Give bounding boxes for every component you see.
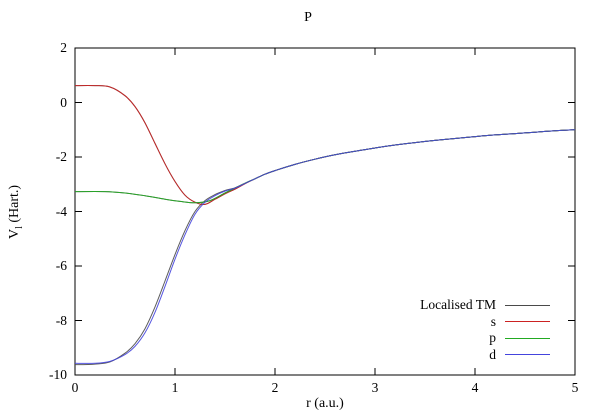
legend-label-s: s [490, 313, 496, 329]
x-tick-label-4: 4 [471, 380, 479, 395]
x-tick-label-0: 0 [71, 380, 79, 395]
legend-item-p: p [420, 330, 550, 347]
legend-line-sample-p [505, 337, 550, 339]
legend-label-p: p [489, 330, 496, 346]
legend-line-sample-localised-tm [505, 304, 550, 306]
curve-p [74, 129, 576, 204]
curve-localised-tm-0 [74, 85, 576, 206]
y-tick-label-0: 0 [60, 94, 67, 110]
x-tick-label-3: 3 [371, 380, 379, 395]
y-tick-label--2: -2 [55, 149, 67, 164]
legend-label-d: d [489, 346, 496, 362]
legend-line-sample-d [505, 354, 550, 356]
y-tick-label--8: -8 [55, 312, 67, 328]
legend-item-localised-tm: Localised TM [420, 297, 550, 314]
chart-title: P [304, 10, 312, 25]
y-tick-label-2: 2 [60, 40, 67, 55]
y-axis-label-subscript: l [13, 226, 25, 229]
legend-label-localised-tm: Localised TM [420, 297, 496, 313]
curve-localised-tm-1 [74, 129, 576, 204]
legend: Localised TM s p d [420, 297, 550, 363]
legend-item-s: s [420, 314, 550, 331]
y-tick-label--6: -6 [55, 258, 67, 273]
y-axis-label-main: V [7, 228, 23, 240]
x-tick-label-5: 5 [571, 380, 579, 395]
y-tick-label--4: -4 [55, 203, 67, 219]
legend-line-sample-s [505, 321, 550, 323]
x-tick-label-2: 2 [271, 380, 279, 395]
curve-d [74, 129, 576, 364]
x-axis-label: r (a.u.) [306, 396, 344, 411]
y-tick-label--10: -10 [49, 367, 67, 382]
curve-s [74, 85, 576, 206]
x-tick-label-1: 1 [171, 380, 179, 395]
legend-item-d: d [420, 347, 550, 364]
